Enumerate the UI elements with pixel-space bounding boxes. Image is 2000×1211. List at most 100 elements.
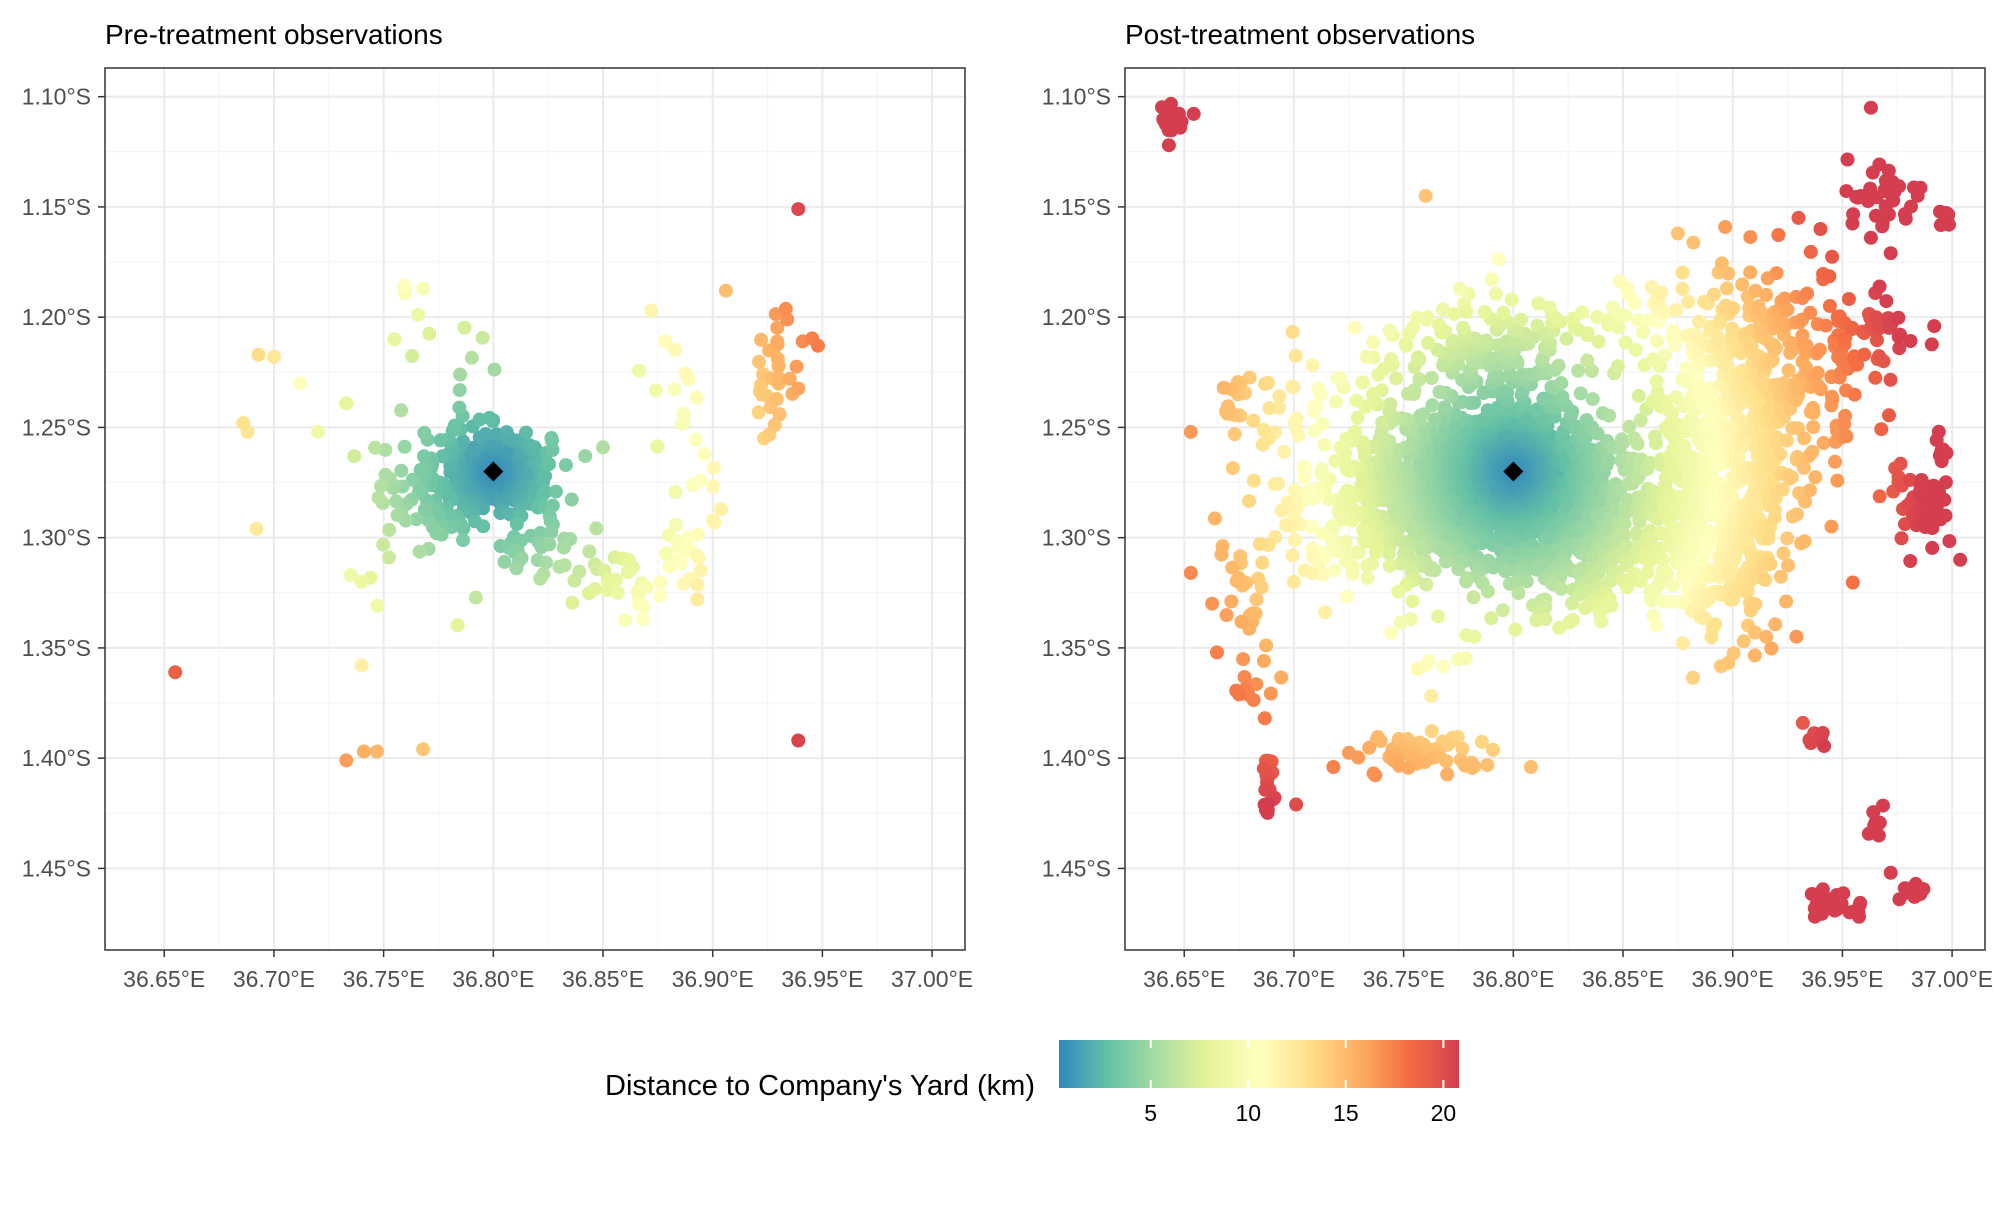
colorbar-legend: Distance to Company's Yard (km) 5 10 15 20 — [605, 1040, 1459, 1126]
data-point — [691, 550, 706, 565]
data-point — [1249, 592, 1264, 607]
data-point — [529, 443, 544, 458]
data-point — [1305, 358, 1320, 373]
data-point — [1743, 230, 1758, 245]
data-point — [1375, 415, 1390, 430]
colorbar-tick-label: 5 — [1144, 1100, 1157, 1126]
data-point — [168, 665, 183, 680]
data-point — [667, 382, 682, 397]
data-point — [1628, 342, 1643, 357]
data-point — [1643, 533, 1658, 548]
data-point — [1242, 494, 1256, 509]
data-point — [1349, 393, 1364, 408]
data-point — [1186, 106, 1201, 121]
data-point — [1360, 570, 1375, 585]
data-point — [452, 400, 467, 415]
data-point — [1846, 207, 1861, 222]
data-point — [1841, 292, 1856, 306]
data-point — [1314, 466, 1329, 481]
data-point — [1306, 549, 1320, 564]
data-point — [1781, 558, 1796, 573]
data-point — [582, 544, 597, 559]
data-point — [422, 326, 437, 341]
data-point — [1559, 331, 1574, 346]
data-point — [1410, 662, 1425, 677]
data-point — [782, 371, 797, 386]
data-point — [1296, 459, 1311, 474]
colorbar-tick-label: 10 — [1235, 1100, 1261, 1126]
data-point — [293, 376, 308, 391]
data-point — [417, 425, 432, 440]
data-point — [706, 479, 721, 494]
data-point — [433, 433, 448, 448]
data-point — [1350, 410, 1365, 425]
data-point — [1424, 724, 1439, 738]
data-point — [1876, 798, 1890, 813]
data-point — [1602, 408, 1617, 423]
data-point — [1939, 446, 1954, 460]
data-point — [1263, 686, 1278, 701]
data-point — [1797, 431, 1812, 446]
y-tick-label: 1.20°S — [1042, 304, 1111, 330]
data-point — [1382, 546, 1397, 561]
data-point — [1903, 334, 1918, 348]
data-point — [1339, 462, 1354, 477]
data-point — [1815, 906, 1829, 921]
data-point — [343, 568, 358, 583]
data-point — [1795, 715, 1810, 730]
data-point — [668, 342, 682, 357]
data-point — [405, 472, 420, 487]
data-point — [1328, 453, 1343, 468]
data-point — [1326, 760, 1341, 774]
data-point — [1610, 359, 1625, 374]
data-point — [1409, 310, 1424, 325]
y-tick-label: 1.40°S — [22, 745, 91, 771]
data-point — [405, 349, 420, 363]
data-point — [1504, 292, 1519, 307]
data-point — [1439, 754, 1454, 769]
data-point — [1763, 557, 1778, 572]
data-point — [1260, 805, 1275, 820]
data-point — [1913, 180, 1928, 195]
data-point — [1618, 335, 1633, 350]
data-point — [1575, 305, 1589, 320]
data-point — [1767, 510, 1782, 525]
data-point — [653, 575, 668, 590]
data-point — [1791, 210, 1806, 225]
x-tick-label: 37.00°E — [1911, 966, 1993, 992]
data-point — [1924, 337, 1939, 352]
data-point — [596, 440, 610, 455]
data-point — [376, 537, 391, 552]
data-point — [339, 396, 354, 411]
data-point — [266, 349, 281, 364]
data-point — [356, 744, 371, 759]
data-point — [1318, 605, 1333, 620]
data-point — [1601, 453, 1616, 467]
data-point — [1246, 413, 1261, 428]
data-point — [1806, 420, 1821, 434]
data-point — [409, 512, 424, 527]
data-point — [1927, 319, 1942, 334]
data-point — [1255, 437, 1270, 452]
data-point — [1868, 370, 1883, 385]
data-point — [1813, 222, 1828, 236]
data-point — [1424, 371, 1439, 385]
data-point — [635, 612, 650, 627]
x-tick-label: 36.85°E — [1582, 966, 1664, 992]
x-tick-label: 36.95°E — [781, 966, 863, 992]
data-point — [1347, 320, 1362, 335]
data-point — [1257, 711, 1272, 726]
data-point — [752, 354, 766, 369]
data-point — [1591, 334, 1606, 349]
data-point — [1446, 334, 1460, 348]
data-point — [1413, 408, 1428, 423]
data-point — [1585, 392, 1600, 407]
data-point — [1366, 335, 1381, 350]
data-point — [780, 312, 795, 327]
data-point — [1953, 552, 1968, 567]
data-point — [1538, 612, 1553, 626]
y-tick-label: 1.10°S — [1042, 84, 1111, 110]
data-point — [1824, 519, 1839, 534]
data-point — [1161, 138, 1176, 153]
data-point — [544, 431, 559, 445]
